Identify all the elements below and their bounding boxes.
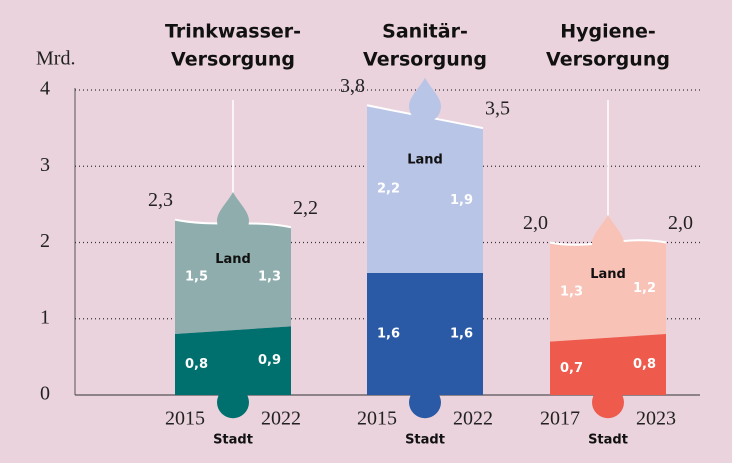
land-name: Land — [407, 153, 443, 168]
y-axis-label: Mrd. — [36, 48, 75, 70]
stadt-name: Stadt — [405, 433, 445, 448]
total-label: 2,3 — [148, 189, 173, 211]
stadt-name: Stadt — [213, 433, 253, 448]
land-name: Land — [215, 252, 251, 267]
stadt-area — [175, 326, 291, 395]
drop-bottom — [217, 373, 249, 419]
land-value: 1,2 — [633, 281, 656, 296]
land-value: 1,5 — [185, 269, 208, 284]
land-area — [367, 105, 483, 273]
stadt-value: 0,9 — [258, 353, 281, 368]
group-title: Versorgung — [546, 49, 670, 71]
drop-bottom — [592, 373, 624, 419]
land-value: 2,2 — [377, 182, 400, 197]
stadt-value: 0,8 — [185, 357, 208, 372]
drop-top — [409, 77, 441, 123]
stadt-value: 1,6 — [450, 327, 473, 342]
land-area — [550, 240, 666, 342]
year-label: 2015 — [357, 408, 397, 430]
land-area — [175, 219, 291, 334]
land-name: Land — [590, 267, 626, 282]
stadt-value: 0,8 — [633, 357, 656, 372]
y-tick-label: 4 — [40, 78, 50, 100]
drop-top — [217, 192, 249, 237]
y-tick-label: 3 — [40, 154, 50, 176]
land-value: 1,3 — [258, 269, 281, 284]
group-title: Versorgung — [171, 49, 295, 71]
year-label: 2017 — [540, 408, 580, 430]
stadt-value: 1,6 — [377, 327, 400, 342]
stadt-area — [550, 334, 666, 395]
y-tick-label: 1 — [40, 306, 50, 328]
group-title: Sanitär- — [382, 21, 468, 43]
group-title: Versorgung — [363, 49, 487, 71]
total-label: 2,2 — [293, 197, 318, 219]
group-title: Trinkwasser- — [165, 21, 301, 43]
stadt-value: 0,7 — [560, 361, 583, 376]
total-label: 3,8 — [340, 75, 365, 97]
group-title: Hygiene- — [560, 21, 656, 43]
stadt-area — [367, 273, 483, 395]
total-label: 3,5 — [485, 98, 510, 120]
drop-bottom — [409, 373, 441, 419]
year-label: 2023 — [636, 408, 676, 430]
year-label: 2022 — [453, 408, 493, 430]
y-tick-label: 0 — [40, 383, 50, 405]
y-tick-label: 2 — [40, 230, 50, 252]
total-label: 2,0 — [668, 212, 693, 234]
land-value: 1,3 — [560, 285, 583, 300]
year-label: 2015 — [165, 408, 205, 430]
year-label: 2022 — [261, 408, 301, 430]
total-label: 2,0 — [523, 212, 548, 234]
land-value: 1,9 — [450, 193, 473, 208]
stadt-name: Stadt — [588, 433, 628, 448]
drop-top — [592, 214, 624, 260]
